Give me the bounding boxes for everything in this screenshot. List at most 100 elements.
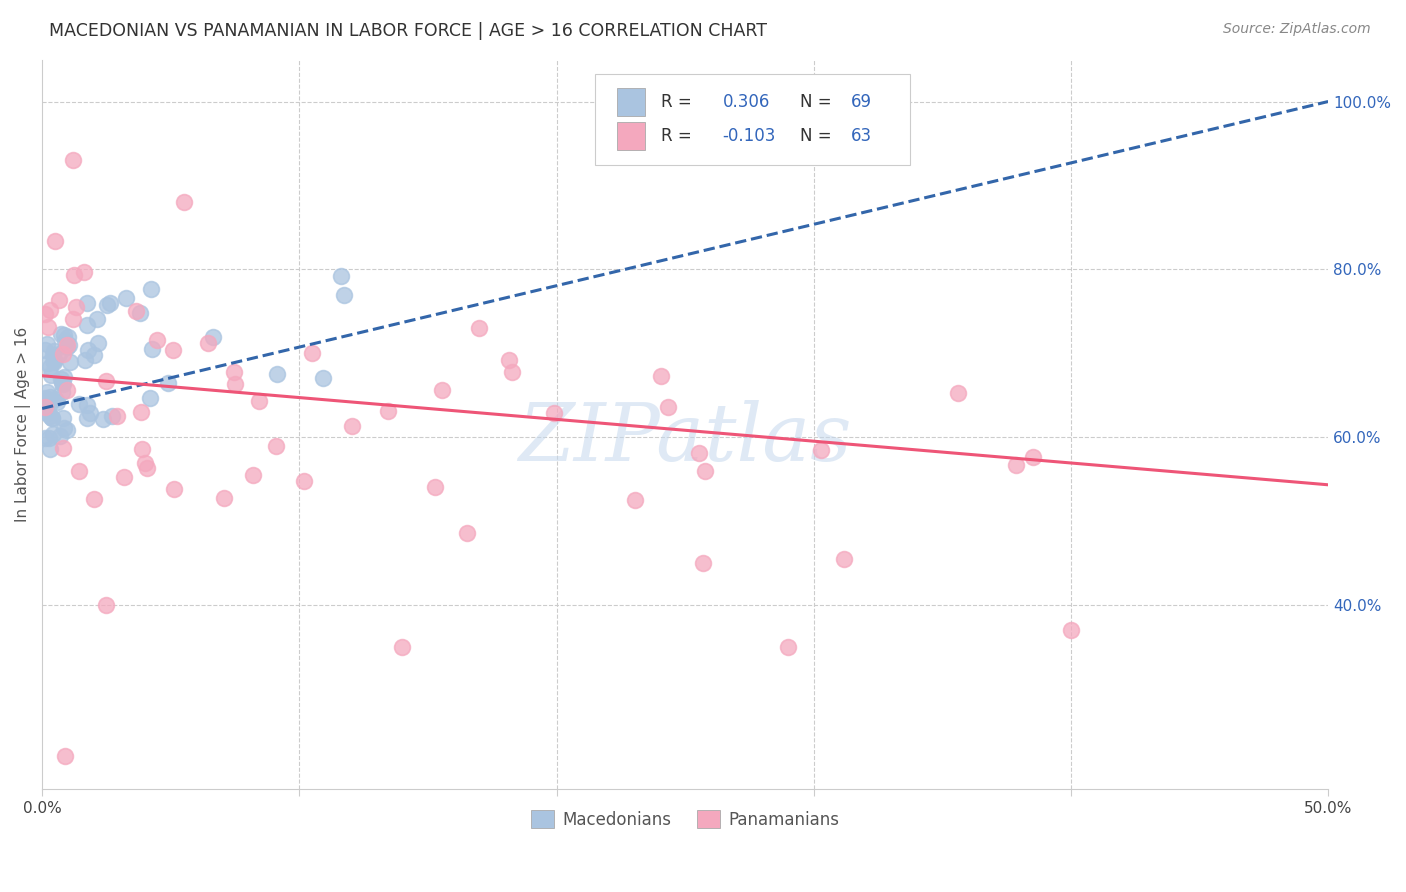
Point xyxy=(39,359,62,374)
Legend: Macedonians, Panamanians: Macedonians, Panamanians xyxy=(524,804,846,836)
Y-axis label: In Labor Force | Age > 16: In Labor Force | Age > 16 xyxy=(15,326,31,522)
Point xyxy=(333,288,356,302)
Point xyxy=(51,372,73,386)
Point xyxy=(56,423,79,437)
Point xyxy=(38,302,60,317)
Point xyxy=(292,475,315,489)
Text: -0.103: -0.103 xyxy=(723,128,776,145)
Point xyxy=(543,407,565,421)
Point xyxy=(58,338,80,352)
Point xyxy=(42,343,65,358)
Point xyxy=(39,368,62,382)
Point xyxy=(38,390,60,404)
Point xyxy=(76,411,98,425)
Point xyxy=(52,421,75,435)
Point xyxy=(48,347,70,361)
Point xyxy=(173,195,195,210)
Point xyxy=(146,334,169,348)
Point xyxy=(214,491,236,505)
Point xyxy=(202,330,225,344)
Point xyxy=(42,427,65,442)
Point xyxy=(391,640,413,654)
Point xyxy=(44,355,66,369)
Point xyxy=(141,342,163,356)
Point xyxy=(76,295,98,310)
Point xyxy=(63,268,86,282)
Point xyxy=(94,374,117,388)
Text: R =: R = xyxy=(661,93,697,111)
Point xyxy=(51,385,73,400)
Point xyxy=(456,525,478,540)
Point xyxy=(67,464,90,478)
Text: N =: N = xyxy=(800,93,837,111)
Point xyxy=(52,377,75,392)
Point xyxy=(52,411,75,425)
Point xyxy=(430,383,453,397)
Point xyxy=(79,406,101,420)
Point xyxy=(650,368,672,383)
Point xyxy=(62,312,84,326)
Point xyxy=(34,400,56,414)
Point xyxy=(301,346,323,360)
Point xyxy=(688,446,710,460)
Point xyxy=(38,409,60,423)
Point xyxy=(65,300,87,314)
Point xyxy=(53,334,76,349)
Point xyxy=(58,330,80,344)
Point xyxy=(86,311,108,326)
Point xyxy=(112,469,135,483)
Point xyxy=(49,429,72,443)
Text: Source: ZipAtlas.com: Source: ZipAtlas.com xyxy=(1223,22,1371,37)
Point xyxy=(624,492,647,507)
Point xyxy=(59,354,82,368)
Point xyxy=(73,265,96,279)
Point xyxy=(657,400,679,414)
Point xyxy=(946,386,969,401)
Point xyxy=(49,326,72,341)
Point xyxy=(264,439,287,453)
Point xyxy=(34,307,56,321)
Point xyxy=(38,431,60,445)
Point xyxy=(425,480,447,494)
Point xyxy=(131,442,153,456)
Point xyxy=(41,411,63,425)
Point xyxy=(692,557,714,571)
Point xyxy=(139,391,162,405)
Point xyxy=(34,431,56,445)
Point xyxy=(468,321,491,335)
Point xyxy=(695,464,717,478)
Point xyxy=(1060,623,1083,637)
Point xyxy=(53,748,76,763)
Point xyxy=(129,306,152,320)
Point xyxy=(98,295,121,310)
Text: 69: 69 xyxy=(851,93,872,111)
Point xyxy=(41,410,63,425)
Point xyxy=(35,385,58,400)
Point xyxy=(377,404,399,418)
Point xyxy=(75,352,97,367)
Point xyxy=(776,640,799,654)
Point xyxy=(340,418,363,433)
Point xyxy=(96,298,118,312)
Point xyxy=(242,467,264,482)
Point xyxy=(247,393,270,408)
Point xyxy=(197,335,219,350)
Point xyxy=(115,291,138,305)
Point xyxy=(224,364,246,378)
FancyBboxPatch shape xyxy=(595,74,910,165)
Point xyxy=(76,318,98,333)
Point xyxy=(52,441,75,455)
Point xyxy=(125,303,148,318)
Point xyxy=(52,327,75,342)
Point xyxy=(312,371,335,385)
Point xyxy=(42,353,65,368)
Point xyxy=(34,392,56,406)
Point xyxy=(34,394,56,409)
Point xyxy=(83,348,105,362)
Bar xyxy=(617,122,645,150)
Point xyxy=(56,338,79,352)
Point xyxy=(44,352,66,367)
Point xyxy=(76,398,98,412)
Point xyxy=(83,492,105,507)
Point xyxy=(224,376,246,391)
